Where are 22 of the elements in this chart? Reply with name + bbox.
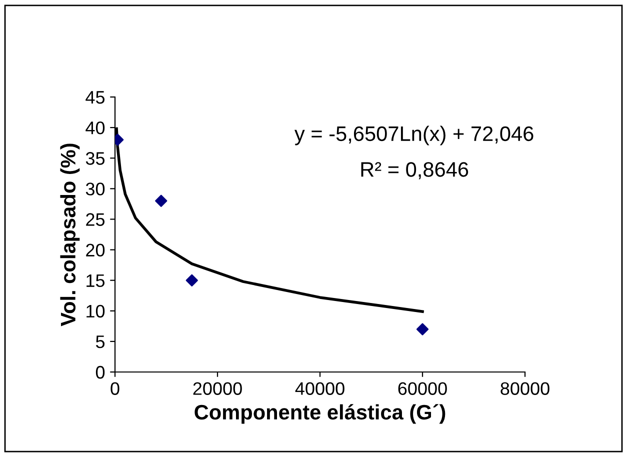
x-tick-label: 0 xyxy=(110,382,120,395)
x-tick-label: 80000 xyxy=(500,382,550,395)
x-axis-title: Componente elástica (G´) xyxy=(194,404,446,424)
point xyxy=(416,323,429,336)
x-tick-label: 60000 xyxy=(398,382,447,395)
y-tick-label: 20 xyxy=(86,244,105,256)
annotation: y = -5,6507Ln(x) + 72,046 xyxy=(294,126,534,146)
y-tick-label: 45 xyxy=(86,91,105,104)
y-tick-label: 15 xyxy=(86,274,105,288)
y-tick-label: 35 xyxy=(86,152,105,165)
y-tick-label: 5 xyxy=(96,336,105,348)
x-tick-label: 40000 xyxy=(295,382,344,395)
annotation: R² = 0,8646 xyxy=(361,162,468,180)
y-tick-label: 30 xyxy=(86,182,105,196)
x-tick-label: 20000 xyxy=(193,382,242,395)
y-axis-title: Vol. colapsado (%) xyxy=(60,144,80,326)
point xyxy=(186,274,198,286)
y-tick-label: 10 xyxy=(86,304,105,318)
point xyxy=(155,194,168,207)
y-tick-label: 25 xyxy=(86,213,105,226)
y-tick-label: 0 xyxy=(96,366,105,379)
y-tick-label: 40 xyxy=(86,121,105,134)
